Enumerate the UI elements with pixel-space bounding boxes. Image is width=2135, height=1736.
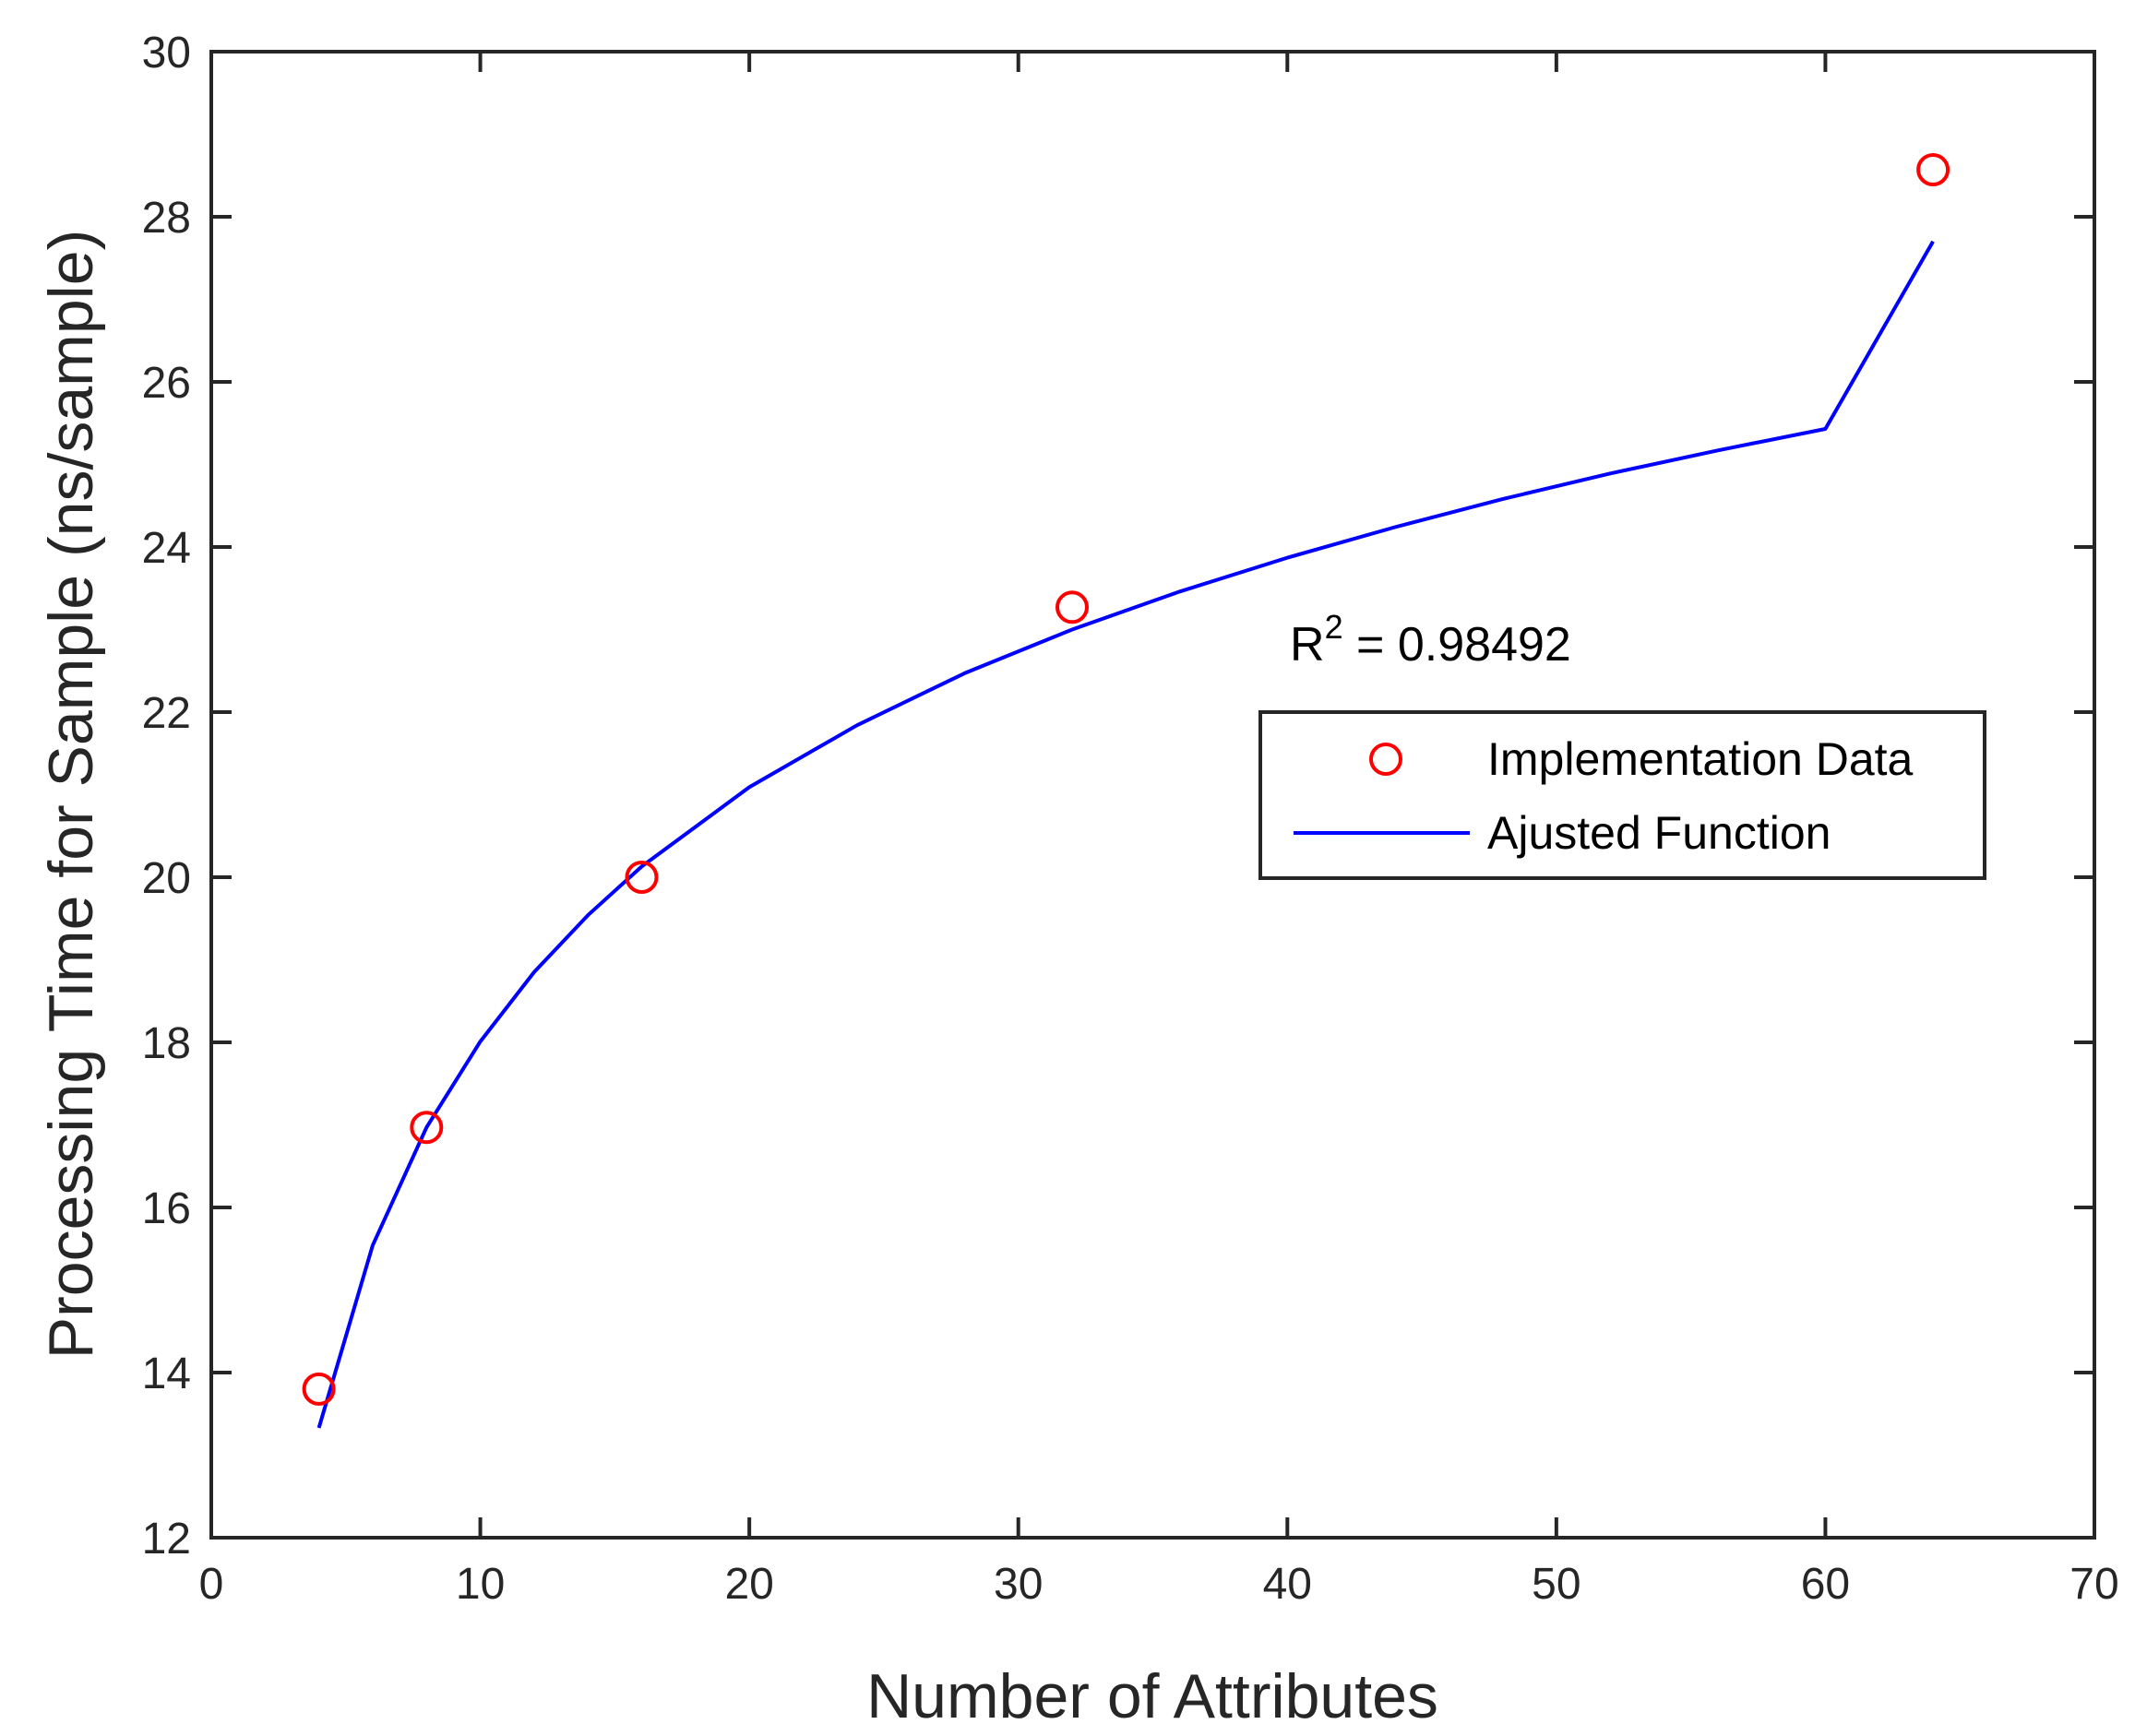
legend: Implementation Data Ajusted Function (1258, 710, 1986, 880)
y-axis-label: Processing Time for Sample (ns/sample) (36, 230, 106, 1359)
annotation-suffix: = 0.98492 (1343, 618, 1571, 672)
x-tick-label: 70 (2069, 1560, 2118, 1609)
y-tick-label: 26 (142, 359, 191, 408)
annotation-superscript: 2 (1325, 608, 1343, 646)
data-point (410, 1111, 444, 1145)
legend-box (1258, 710, 1986, 880)
tick-labels: 0 10 20 30 40 50 60 70 12 14 16 18 20 22 24 26 28 30 (142, 29, 2119, 1609)
y-tick-label: 28 (142, 194, 191, 243)
x-tick-label: 40 (1263, 1560, 1312, 1609)
y-tick-label: 30 (142, 29, 191, 77)
y-tick-label: 24 (142, 524, 191, 573)
plot-frame (209, 50, 2096, 1540)
x-tick-label: 30 (994, 1560, 1043, 1609)
x-tick-label: 0 (199, 1560, 224, 1609)
x-tick-label: 10 (456, 1560, 505, 1609)
x-tick-label: 20 (724, 1560, 773, 1609)
y-tick-label: 12 (142, 1515, 191, 1564)
y-tick-label: 14 (142, 1350, 191, 1398)
y-tick-label: 18 (142, 1019, 191, 1068)
x-axis-label: Number of Attributes (866, 1661, 1438, 1731)
series-layer (302, 153, 1950, 1429)
legend-label-implementation-data: Implementation Data (1487, 733, 1914, 785)
legend-marker-implementation-data (1369, 743, 1402, 776)
data-point (625, 861, 659, 894)
x-tick-label: 50 (1532, 1560, 1580, 1609)
y-tick-label: 22 (142, 689, 191, 738)
x-tick-label: 60 (1801, 1560, 1850, 1609)
data-point (1056, 590, 1089, 624)
y-tick-label: 20 (142, 854, 191, 903)
data-point (302, 1372, 336, 1406)
fitted-curve-line (316, 240, 1935, 1429)
y-tick-label: 16 (142, 1184, 191, 1233)
data-point (1916, 153, 1950, 186)
annotation-prefix: R (1290, 618, 1325, 672)
legend-label-ajusted-function: Ajusted Function (1487, 807, 1831, 859)
r-squared-annotation: R2 = 0.98492 (1290, 608, 1571, 672)
